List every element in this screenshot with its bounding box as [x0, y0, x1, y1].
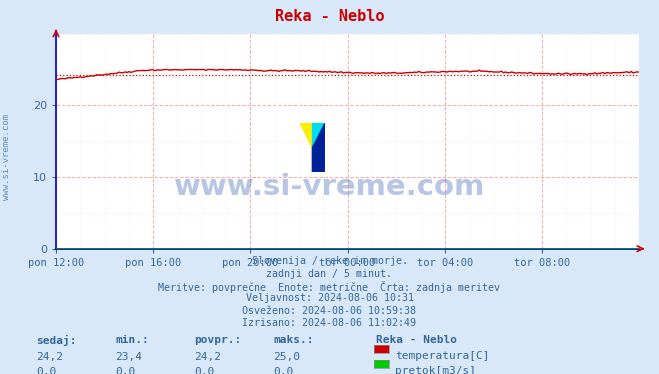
Text: min.:: min.: [115, 335, 149, 345]
Polygon shape [300, 123, 312, 148]
Text: 0,0: 0,0 [36, 367, 57, 374]
Text: Meritve: povprečne  Enote: metrične  Črta: zadnja meritev: Meritve: povprečne Enote: metrične Črta:… [159, 281, 500, 293]
Text: pretok[m3/s]: pretok[m3/s] [395, 366, 476, 374]
Text: 23,4: 23,4 [115, 352, 142, 362]
Text: Izrisano: 2024-08-06 11:02:49: Izrisano: 2024-08-06 11:02:49 [243, 318, 416, 328]
Text: zadnji dan / 5 minut.: zadnji dan / 5 minut. [266, 269, 393, 279]
Text: Reka - Neblo: Reka - Neblo [275, 9, 384, 24]
Text: 0,0: 0,0 [273, 367, 294, 374]
Text: Reka - Neblo: Reka - Neblo [376, 335, 457, 345]
Text: 25,0: 25,0 [273, 352, 301, 362]
Text: maks.:: maks.: [273, 335, 314, 345]
Text: Veljavnost: 2024-08-06 10:31: Veljavnost: 2024-08-06 10:31 [246, 293, 413, 303]
Text: povpr.:: povpr.: [194, 335, 242, 345]
Text: Slovenija / reke in morje.: Slovenija / reke in morje. [252, 256, 407, 266]
Polygon shape [312, 123, 325, 148]
Text: www.si-vreme.com: www.si-vreme.com [174, 173, 485, 201]
Text: temperatura[C]: temperatura[C] [395, 351, 490, 361]
Text: 24,2: 24,2 [194, 352, 221, 362]
Text: 24,2: 24,2 [36, 352, 63, 362]
Text: 0,0: 0,0 [115, 367, 136, 374]
Text: www.si-vreme.com: www.si-vreme.com [2, 114, 11, 200]
Text: 0,0: 0,0 [194, 367, 215, 374]
Polygon shape [312, 123, 325, 172]
Text: Osveženo: 2024-08-06 10:59:38: Osveženo: 2024-08-06 10:59:38 [243, 306, 416, 316]
Text: sedaj:: sedaj: [36, 335, 76, 346]
